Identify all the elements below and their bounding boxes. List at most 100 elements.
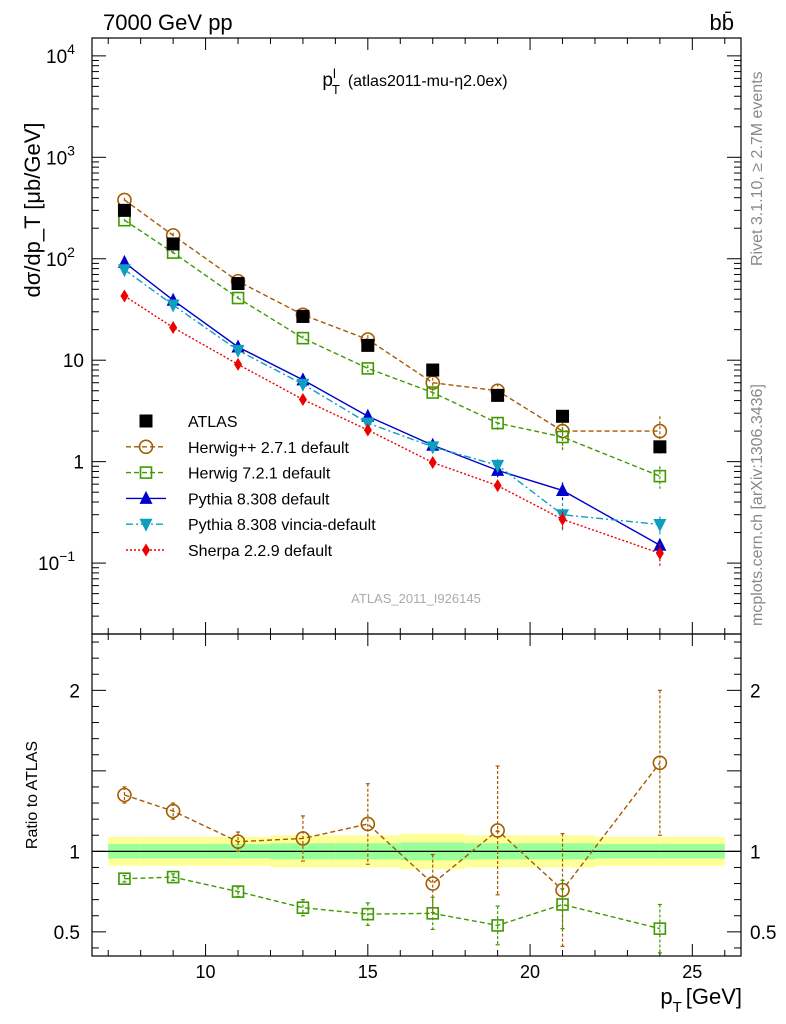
y-tick-label: 10 <box>63 351 84 372</box>
data-point-sherpa-2-2-9-default <box>655 546 664 560</box>
legend-label-atlas: ATLAS <box>188 414 238 431</box>
ratio-point-herwig-7-2-1-default <box>118 872 131 886</box>
data-point-pythia-8-308-vincia-default <box>653 519 667 533</box>
data-point-herwig-7-2-1-default <box>296 331 310 345</box>
x-tick-label: 10 <box>196 962 216 982</box>
data-point-atlas <box>166 237 180 251</box>
data-point-sherpa-2-2-9-default <box>428 456 437 470</box>
legend: ATLAS Herwig++ 2.7.1 default Herwig 7.2.1 … <box>126 414 376 560</box>
legend-label-pythia-8-308-vincia-default: Pythia 8.308 vincia-default <box>188 517 376 534</box>
data-point-atlas <box>117 203 131 217</box>
x-axis-label: pT [GeV] <box>660 984 742 1016</box>
data-point-atlas <box>556 409 570 423</box>
ratio-point-herwig-2-7-1-default <box>490 823 505 838</box>
y-tick-label: 104 <box>46 41 75 68</box>
data-point-herwig-2-7-1-default <box>652 423 668 439</box>
data-point-herwig-7-2-1-default <box>426 386 440 399</box>
series-line-pythia-8-308-vincia-default <box>124 269 660 526</box>
data-point-atlas <box>491 388 505 402</box>
series-pythia-8-308-vincia-default <box>117 264 667 535</box>
ratio-point-herwig-2-7-1-default <box>230 834 246 849</box>
series-line-sherpa-2-2-9-default <box>124 295 661 554</box>
ratio-line-herwig-7-2-1-default <box>124 876 661 930</box>
ratio-point-herwig-2-7-1-default <box>360 816 376 832</box>
ratio-y-tick-label-right: 0.5 <box>750 923 776 944</box>
plot-title-sub: T <box>332 82 340 97</box>
data-point-atlas <box>653 440 667 454</box>
legend-marker-herwig-2-7-1-default <box>138 439 154 455</box>
x-tick-label: 20 <box>520 962 540 982</box>
ratio-y-tick-label: 1 <box>69 842 80 863</box>
ratio-point-herwig-7-2-1-default <box>231 885 245 898</box>
ratio-point-herwig-2-7-1-default <box>425 876 441 891</box>
legend-marker-sherpa-2-2-9-default <box>142 543 150 557</box>
ratio-point-herwig-2-7-1-default <box>165 803 181 819</box>
legend-marker-atlas <box>139 414 153 428</box>
data-point-pythia-8-308-default <box>556 482 570 496</box>
ratio-point-herwig-2-7-1-default <box>117 787 132 803</box>
ratio-y-tick-label-right: 2 <box>750 681 761 702</box>
ratio-point-herwig-7-2-1-default <box>653 922 667 935</box>
ratio-y-tick-label: 2 <box>69 681 80 702</box>
data-point-sherpa-2-2-9-default <box>234 357 243 371</box>
data-point-atlas <box>426 363 440 377</box>
legend-label-herwig-2-7-1-default: Herwig++ 2.7.1 default <box>188 440 350 457</box>
data-point-herwig-7-2-1-default <box>491 416 504 430</box>
ratio-y-tick-label-right: 1 <box>750 842 761 863</box>
x-tick-label: 15 <box>358 962 378 982</box>
data-point-pythia-8-308-vincia-default <box>296 378 310 392</box>
ratio-plot-frame <box>91 633 742 957</box>
ratio-point-herwig-7-2-1-default <box>296 901 310 915</box>
ratio-series-herwig-7-2-1-default <box>118 870 667 954</box>
x-axis-label-main: p <box>660 984 672 1009</box>
data-point-herwig-7-2-1-default <box>556 430 569 444</box>
data-point-sherpa-2-2-9-default <box>298 392 307 406</box>
x-axis-label-rest: [GeV] <box>686 984 742 1009</box>
ratio-point-herwig-7-2-1-default <box>361 907 375 921</box>
data-point-pythia-8-308-vincia-default <box>117 264 131 278</box>
legend-label-sherpa-2-2-9-default: Sherpa 2.2.9 default <box>188 543 333 560</box>
ratio-line-herwig-2-7-1-default <box>124 762 661 892</box>
analysis-watermark: ATLAS_2011_I926145 <box>351 591 481 606</box>
data-point-herwig-7-2-1-default <box>653 469 667 483</box>
header-right: bb̄ <box>710 10 734 35</box>
legend-marker-pythia-8-308-default <box>139 490 153 504</box>
data-point-herwig-7-2-1-default <box>231 291 245 305</box>
data-point-herwig-7-2-1-default <box>361 362 375 375</box>
plot-title: pl T (atlas2011-mu-η2.0ex) <box>322 66 507 97</box>
data-point-sherpa-2-2-9-default <box>493 479 502 493</box>
data-point-atlas <box>361 338 375 352</box>
ratio-y-axis-label: Ratio to ATLAS <box>24 741 41 849</box>
x-tick-label: 25 <box>682 962 702 982</box>
series-line-herwig-7-2-1-default <box>124 219 661 477</box>
rivet-version-label: Rivet 3.1.10, ≥ 2.7M events <box>749 71 766 266</box>
data-point-atlas <box>296 309 310 323</box>
ratio-y-tick-label: 0.5 <box>54 923 80 944</box>
y-tick-label: 103 <box>46 142 75 169</box>
y-tick-label: 1 <box>73 453 84 474</box>
x-axis-label-sub: T <box>673 999 682 1016</box>
ratio-point-herwig-7-2-1-default <box>166 870 180 884</box>
data-point-pythia-8-308-vincia-default <box>426 441 440 455</box>
ratio-plot-panel: Ratio to ATLAS pT [GeV] <box>24 741 742 1016</box>
plot-title-sup: l <box>333 66 336 81</box>
main-plot-panel: pl T (atlas2011-mu-η2.0ex) ATLAS_2011_I926… <box>20 66 508 606</box>
data-point-pythia-8-308-vincia-default <box>231 344 245 358</box>
mcplots-label: mcplots.cern.ch [arXiv:1306.3436] <box>749 384 766 626</box>
ratio-series-herwig-2-7-1-default <box>117 689 668 947</box>
data-point-sherpa-2-2-9-default <box>120 289 129 303</box>
data-point-pythia-8-308-vincia-default <box>166 299 180 313</box>
data-point-sherpa-2-2-9-default <box>169 321 178 335</box>
ratio-point-herwig-7-2-1-default <box>491 919 504 932</box>
plot-title-rest: (atlas2011-mu-η2.0ex) <box>348 73 508 90</box>
legend-marker-pythia-8-308-vincia-default <box>139 518 153 532</box>
data-point-sherpa-2-2-9-default <box>363 423 372 437</box>
plot-title-main: p <box>322 70 333 91</box>
ratio-point-herwig-2-7-1-default <box>652 755 668 771</box>
ratio-point-herwig-7-2-1-default <box>426 907 440 920</box>
y-tick-label: 102 <box>46 244 75 271</box>
y-axis-label: dσ/dp_T [μb/GeV] <box>20 122 45 297</box>
series-sherpa-2-2-9-default <box>120 289 664 566</box>
